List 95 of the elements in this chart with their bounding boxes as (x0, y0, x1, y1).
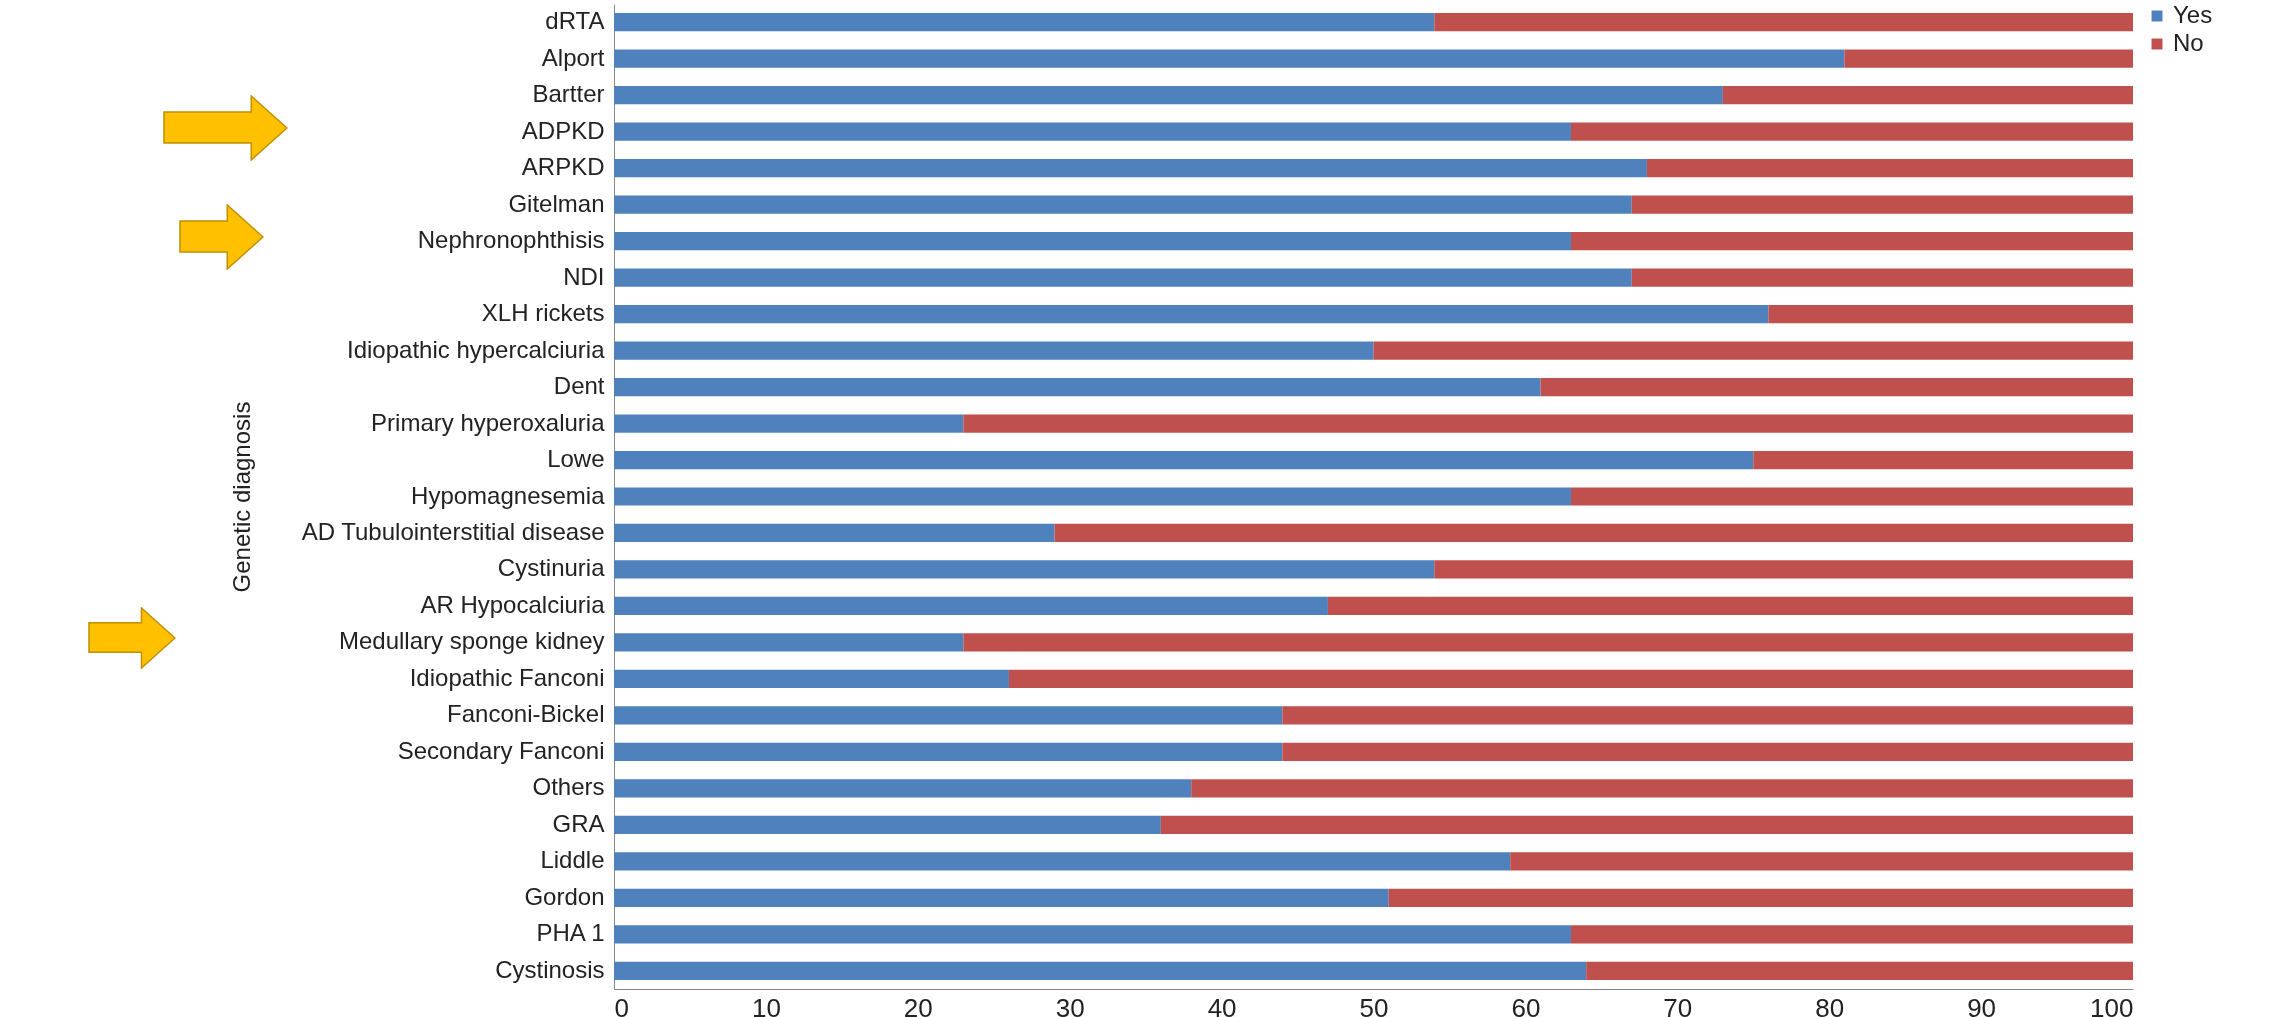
bar (1646, 159, 2133, 178)
y-tick-label: PHA 1 (536, 919, 605, 947)
bar (614, 49, 1845, 68)
x-tick-label: 100 (2090, 992, 2134, 1017)
bar (614, 377, 1541, 397)
y-tick-label: NDI (563, 262, 605, 290)
bar (1586, 961, 2133, 980)
bar (1753, 450, 2133, 470)
bar (614, 633, 964, 652)
bar (614, 159, 1647, 178)
bar (1434, 560, 2133, 579)
bar (614, 86, 1723, 105)
y-tick-label: XLH rickets (481, 299, 605, 327)
y-tick-label: ARPKD (521, 153, 605, 181)
y-tick-label: Nephronophthisis (417, 226, 605, 254)
bar (1282, 742, 2133, 761)
legend-label: No (2173, 29, 2204, 56)
bar (1373, 341, 2133, 360)
bar (614, 523, 1055, 543)
y-tick-label: Gitelman (508, 189, 605, 217)
bar (1768, 304, 2133, 324)
bar (614, 669, 1009, 689)
bar (614, 888, 1389, 907)
bar (614, 706, 1283, 725)
bar (614, 852, 1511, 871)
bar (614, 779, 1192, 798)
bar (1160, 815, 2133, 834)
bar (614, 961, 1587, 980)
x-tick-label: 10 (751, 992, 781, 1017)
bar (614, 341, 1374, 360)
bar (1631, 268, 2133, 287)
x-tick-label: 20 (903, 992, 933, 1017)
y-tick-label: Others (532, 773, 605, 801)
bar (1282, 706, 2133, 725)
bar (614, 925, 1571, 944)
x-tick-label: 30 (1055, 992, 1085, 1017)
y-tick-label: AD Tubulointerstitial disease (301, 517, 605, 545)
bar (614, 450, 1754, 470)
x-tick-label: 50 (1359, 992, 1389, 1017)
x-tick-label: 40 (1207, 992, 1237, 1017)
y-tick-label: Fanconi-Bickel (447, 700, 605, 728)
bar (614, 815, 1161, 834)
x-tick-label: 0 (614, 992, 629, 1017)
bar (614, 122, 1571, 141)
bar (1434, 13, 2133, 32)
legend-label: Yes (2173, 1, 2213, 28)
bar (614, 414, 964, 433)
y-tick-label: Cystinuria (497, 554, 606, 582)
y-tick-label: AR Hypocalciuria (420, 590, 606, 618)
bar (614, 304, 1769, 324)
y-tick-label: Liddle (540, 846, 605, 874)
bar (614, 596, 1328, 616)
bar (614, 742, 1283, 761)
bar (1510, 852, 2133, 871)
bar (614, 487, 1571, 506)
y-tick-label: Alport (541, 43, 605, 71)
y-tick-label: Idiopathic Fanconi (409, 663, 605, 691)
y-tick-label: ADPKD (521, 116, 605, 144)
bar (963, 414, 2133, 433)
bar (1008, 669, 2133, 689)
y-tick-label: Hypomagnesemia (411, 481, 606, 509)
bar (1570, 487, 2133, 506)
bar (614, 13, 1435, 32)
bar (1388, 888, 2133, 907)
bar (614, 560, 1435, 579)
y-tick-label: Gordon (524, 882, 605, 910)
bar (1327, 596, 2133, 616)
y-tick-label: Lowe (547, 445, 605, 473)
y-tick-label: Medullary sponge kidney (339, 627, 605, 655)
bar (614, 195, 1632, 214)
bar (1054, 523, 2133, 543)
bar (1844, 49, 2133, 68)
y-tick-label: Primary hyperoxaluria (371, 408, 606, 436)
bar (1191, 779, 2133, 798)
y-tick-label: GRA (552, 809, 605, 837)
bar (1631, 195, 2133, 214)
bar (1722, 86, 2133, 105)
x-tick-label: 80 (1815, 992, 1845, 1017)
y-tick-label: Cystinosis (495, 955, 605, 983)
x-tick-label: 90 (1967, 992, 1997, 1017)
bar (1570, 232, 2133, 251)
bar (614, 268, 1632, 287)
x-tick-label: 70 (1663, 992, 1693, 1017)
bar (1540, 377, 2133, 397)
bar (614, 232, 1571, 251)
bar (1570, 122, 2133, 141)
y-tick-label: dRTA (545, 7, 605, 35)
y-tick-label: Dent (553, 372, 605, 400)
bar (963, 633, 2133, 652)
y-tick-label: Secondary Fanconi (397, 736, 605, 764)
y-tick-label: Idiopathic hypercalciuria (347, 335, 606, 363)
y-tick-label: Bartter (532, 80, 605, 108)
x-tick-label: 60 (1511, 992, 1541, 1017)
bar (1570, 925, 2133, 944)
y-axis-title: Genetic diagnosis (227, 401, 255, 593)
